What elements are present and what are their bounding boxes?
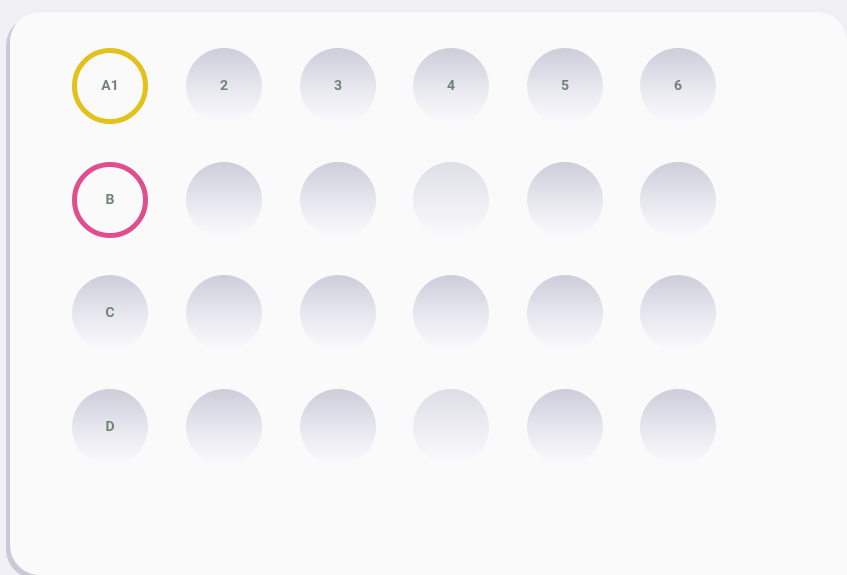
well[interactable]: 5 [527, 48, 603, 124]
well[interactable] [300, 389, 376, 465]
well[interactable]: 6 [640, 48, 716, 124]
well[interactable] [527, 275, 603, 351]
well[interactable] [186, 162, 262, 238]
well[interactable]: C [72, 275, 148, 351]
well[interactable]: 2 [186, 48, 262, 124]
well[interactable] [186, 389, 262, 465]
well[interactable] [640, 275, 716, 351]
well-plate: A1 2 3 4 5 6 B C D [10, 12, 847, 575]
well[interactable] [300, 275, 376, 351]
well[interactable]: 3 [300, 48, 376, 124]
well[interactable] [527, 389, 603, 465]
well[interactable] [413, 162, 489, 238]
well[interactable] [527, 162, 603, 238]
well[interactable] [413, 275, 489, 351]
well[interactable]: B [72, 162, 148, 238]
well[interactable]: A1 [72, 48, 148, 124]
well[interactable]: 4 [413, 48, 489, 124]
well[interactable] [640, 389, 716, 465]
well[interactable] [413, 389, 489, 465]
well[interactable] [640, 162, 716, 238]
well[interactable] [300, 162, 376, 238]
well[interactable]: D [72, 389, 148, 465]
well[interactable] [186, 275, 262, 351]
